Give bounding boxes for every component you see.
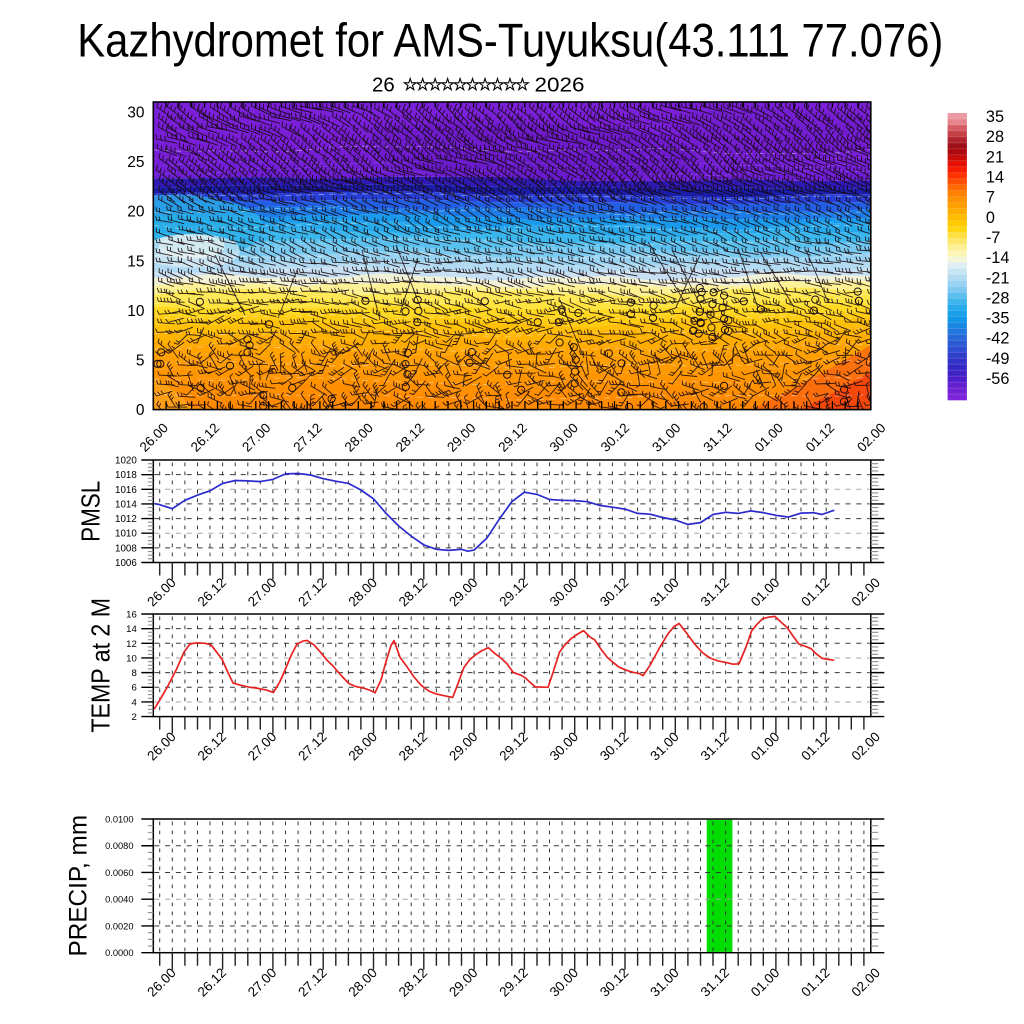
svg-text:0.0040: 0.0040	[105, 895, 133, 905]
svg-text:PMSL: PMSL	[76, 481, 106, 542]
svg-text:8: 8	[131, 668, 136, 679]
svg-text:-28: -28	[986, 289, 1010, 307]
svg-text:30: 30	[127, 104, 145, 121]
svg-text:12: 12	[126, 639, 137, 650]
svg-text:28: 28	[986, 128, 1004, 146]
svg-text:1018: 1018	[115, 470, 137, 481]
svg-text:6: 6	[131, 683, 136, 694]
svg-text:1010: 1010	[115, 529, 137, 540]
svg-text:-14: -14	[986, 249, 1010, 267]
svg-text:10: 10	[127, 303, 145, 320]
svg-text:-21: -21	[986, 269, 1010, 287]
svg-text:15: 15	[127, 253, 144, 270]
svg-text:10: 10	[126, 653, 137, 664]
svg-text:1014: 1014	[115, 499, 137, 510]
svg-text:0: 0	[136, 402, 145, 419]
svg-text:Kazhydromet for AMS-Tuyuksu(43: Kazhydromet for AMS-Tuyuksu(43.111 77.07…	[77, 13, 943, 66]
svg-text:7: 7	[986, 189, 995, 207]
svg-text:0.0020: 0.0020	[105, 921, 133, 931]
svg-text:16: 16	[126, 609, 137, 620]
svg-text:2026: 2026	[535, 74, 585, 97]
svg-text:1006: 1006	[115, 558, 137, 569]
svg-text:4: 4	[131, 697, 137, 708]
svg-text:1020: 1020	[115, 456, 137, 467]
svg-text:1012: 1012	[115, 514, 137, 525]
svg-text:21: 21	[986, 148, 1004, 166]
svg-text:14: 14	[986, 169, 1004, 187]
svg-text:1016: 1016	[115, 485, 137, 496]
svg-text:26: 26	[372, 74, 395, 97]
svg-text:PRECIP, mm: PRECIP, mm	[65, 815, 93, 957]
svg-text:TEMP at 2 M: TEMP at 2 M	[86, 598, 116, 733]
svg-text:0: 0	[986, 209, 995, 227]
svg-text:0.0100: 0.0100	[105, 814, 133, 824]
svg-text:-7: -7	[986, 229, 1000, 247]
svg-text:0.0080: 0.0080	[105, 841, 133, 851]
svg-text:35: 35	[986, 108, 1004, 126]
svg-text:1008: 1008	[115, 543, 137, 554]
svg-text:20: 20	[127, 204, 145, 221]
svg-text:25: 25	[127, 154, 144, 171]
svg-text:-42: -42	[986, 330, 1010, 348]
svg-text:0.0000: 0.0000	[105, 948, 133, 958]
svg-text:2: 2	[131, 712, 136, 723]
svg-text:0.0060: 0.0060	[105, 868, 133, 878]
svg-text:-56: -56	[986, 370, 1010, 388]
svg-text:5: 5	[136, 353, 145, 370]
svg-text:-35: -35	[986, 310, 1010, 328]
svg-text:14: 14	[126, 624, 137, 635]
svg-text:-49: -49	[986, 350, 1010, 368]
